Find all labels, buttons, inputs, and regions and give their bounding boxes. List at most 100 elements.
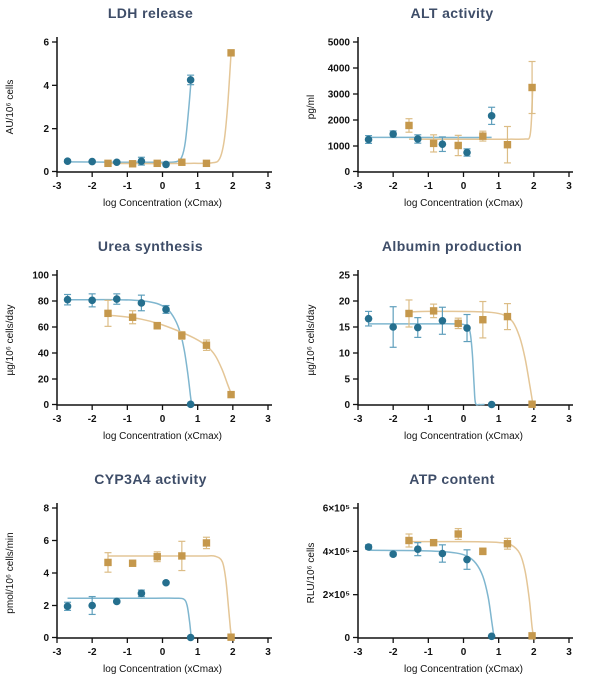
data-point-circle [487, 632, 496, 641]
x-tick-label: 2 [531, 647, 537, 658]
x-tick-label: -1 [424, 647, 433, 658]
x-tick-label: 3 [265, 647, 271, 658]
x-tick-label: -1 [123, 181, 132, 192]
x-axis-label: log Concentration (xCmax) [103, 664, 222, 675]
x-tick-label: -1 [123, 414, 132, 425]
x-tick-label: -3 [53, 181, 62, 192]
chart-canvas-alt-activity: -3 -2 -1 0 1 2 3 0 1000 2000 3000 4000 5000 log Conce… [306, 37, 573, 209]
y-tick-label: 25 [339, 271, 351, 282]
x-tick-label: 1 [195, 414, 201, 425]
data-point-circle [438, 140, 447, 148]
data-point-circle [186, 400, 195, 409]
chart-canvas-ldh-release: -3 -2 -1 0 1 2 3 0 2 4 6 log Concentration (xCmax) A… [5, 37, 272, 209]
fit-curve-tan-squares [408, 86, 534, 141]
data-point-square [178, 331, 186, 340]
data-point-square [153, 159, 161, 168]
x-tick-label: 3 [265, 414, 271, 425]
x-tick-label: -3 [354, 181, 363, 192]
fit-curve-blue-circles [67, 597, 193, 638]
chart-title: CYP3A4 activity [94, 471, 207, 487]
data-point-square [128, 160, 137, 168]
x-tick-label: 1 [195, 647, 201, 658]
chart-panel-alt-activity: ALT activity -3 -2 -1 0 1 2 3 0 1000 2000 3000 4000… [301, 0, 603, 233]
x-tick-label: 1 [496, 414, 502, 425]
data-point-circle [487, 112, 496, 120]
data-point-circle [137, 157, 146, 165]
data-point-circle [88, 157, 96, 166]
data-point-square [104, 159, 112, 168]
data-point-circle [413, 135, 422, 143]
y-axis-label: µg/10⁶ cells/day [5, 304, 16, 375]
x-tick-label: 2 [531, 414, 537, 425]
x-axis-label: log Concentration (xCmax) [103, 198, 222, 209]
x-axis-label: log Concentration (xCmax) [404, 198, 523, 209]
x-tick-label: -2 [88, 647, 97, 658]
chart-title: ALT activity [410, 5, 494, 21]
y-tick-label: 4 [43, 569, 49, 580]
chart-title: LDH release [107, 5, 194, 21]
x-axis-label: log Concentration (xCmax) [404, 664, 523, 675]
chart-title: Urea synthesis [97, 238, 204, 254]
x-tick-label: 0 [160, 414, 166, 425]
x-tick-label: 0 [461, 414, 467, 425]
x-tick-label: 0 [461, 181, 467, 192]
data-point-circle [162, 160, 170, 169]
data-point-circle [112, 295, 121, 303]
y-tick-label: 20 [38, 375, 50, 386]
y-tick-label: 2 [43, 601, 49, 612]
chart-panel-albumin-production: Albumin production -3 -2 -1 0 1 2 3 0 5 10 15 20 25 l… [301, 233, 603, 466]
data-point-square [454, 141, 462, 150]
chart-title: ATP content [409, 471, 495, 487]
data-point-square [128, 559, 137, 567]
y-tick-label: 0 [43, 167, 49, 178]
fit-curve-tan-squares [408, 310, 534, 404]
data-point-circle [389, 323, 397, 331]
y-tick-label: 1000 [328, 142, 351, 153]
y-tick-label: 2×10⁵ [323, 590, 351, 601]
data-point-square [202, 341, 211, 349]
data-point-square [202, 539, 211, 547]
data-point-circle [88, 296, 96, 305]
fit-curve-tan-squares [107, 555, 233, 637]
chart-canvas-albumin-production: -3 -2 -1 0 1 2 3 0 5 10 15 20 25 log Concentration (x… [306, 270, 573, 442]
x-tick-label: 2 [230, 647, 236, 658]
data-point-circle [137, 299, 146, 307]
data-point-circle [438, 316, 447, 325]
x-tick-label: 1 [195, 181, 201, 192]
fit-curve-tan-squares [107, 52, 232, 165]
data-point-square [479, 547, 487, 556]
x-tick-label: -1 [123, 647, 132, 658]
data-point-square [178, 552, 186, 560]
data-point-square [479, 316, 487, 324]
data-point-square [227, 633, 235, 641]
fit-curve-blue-circles [368, 549, 495, 636]
data-point-square [429, 139, 438, 148]
fit-curve-tan-squares [408, 540, 535, 636]
data-point-square [503, 312, 512, 321]
data-point-circle [186, 633, 195, 642]
y-tick-label: 6×10⁵ [323, 504, 351, 515]
data-point-square [153, 553, 161, 561]
data-point-circle [463, 324, 471, 332]
y-axis-label: µg/10⁶ cells/day [306, 304, 317, 375]
chart-canvas-atp-content: -3 -2 -1 0 1 2 3 0 2×10⁵ 4×10⁵ 6×10⁵ log Concentrat… [306, 503, 573, 675]
x-tick-label: 0 [160, 647, 166, 658]
y-tick-label: 60 [38, 323, 50, 334]
y-tick-label: 15 [339, 323, 351, 334]
chart-panel-atp-content: ATP content -3 -2 -1 0 1 2 3 0 2×10⁵ 4×10⁵ 6×10⁵ lo… [301, 466, 603, 699]
y-tick-label: 4000 [328, 64, 351, 75]
data-point-square [479, 132, 487, 140]
y-axis-label: RLU/10⁶ cells [306, 543, 317, 604]
fit-curve-blue-circles [67, 76, 193, 164]
data-point-circle [112, 158, 121, 167]
y-tick-label: 0 [43, 400, 49, 411]
data-point-circle [364, 135, 373, 144]
data-point-circle [364, 543, 373, 551]
x-tick-label: 3 [566, 181, 572, 192]
y-tick-label: 40 [38, 349, 50, 360]
x-tick-label: 2 [230, 181, 236, 192]
data-point-circle [463, 555, 471, 564]
data-point-circle [186, 76, 195, 84]
data-point-square [405, 121, 413, 130]
data-point-square [528, 632, 536, 640]
